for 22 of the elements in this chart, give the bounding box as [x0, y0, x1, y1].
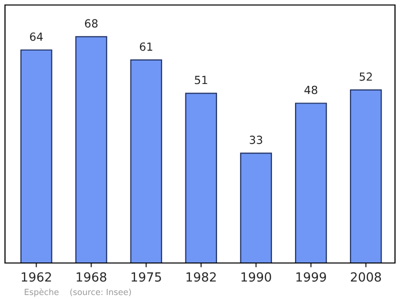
data-label: 51: [194, 76, 208, 84]
x-tick-label: 1982: [186, 272, 216, 282]
bar: [295, 102, 327, 263]
bar: [350, 89, 382, 263]
data-label: 33: [250, 136, 262, 144]
data-label: 52: [360, 72, 372, 81]
x-tick-label: 1975: [132, 272, 161, 282]
bar: [130, 59, 162, 263]
x-tick-label: 1962: [22, 272, 51, 282]
x-tick-label: 1968: [76, 272, 106, 282]
data-label: 64: [30, 32, 43, 41]
bar: [75, 36, 108, 263]
x-tick-label: 1999: [296, 272, 326, 282]
data-label: 48: [304, 86, 318, 94]
bar: [240, 152, 272, 263]
bar: [185, 92, 218, 263]
x-tick-label: 1990: [241, 272, 272, 282]
data-label: 68: [84, 19, 98, 28]
x-tick-label: 2008: [350, 272, 381, 282]
text: Espèche (source: Insee): [24, 288, 131, 297]
bar: [20, 49, 52, 263]
data-label: 61: [140, 42, 152, 51]
